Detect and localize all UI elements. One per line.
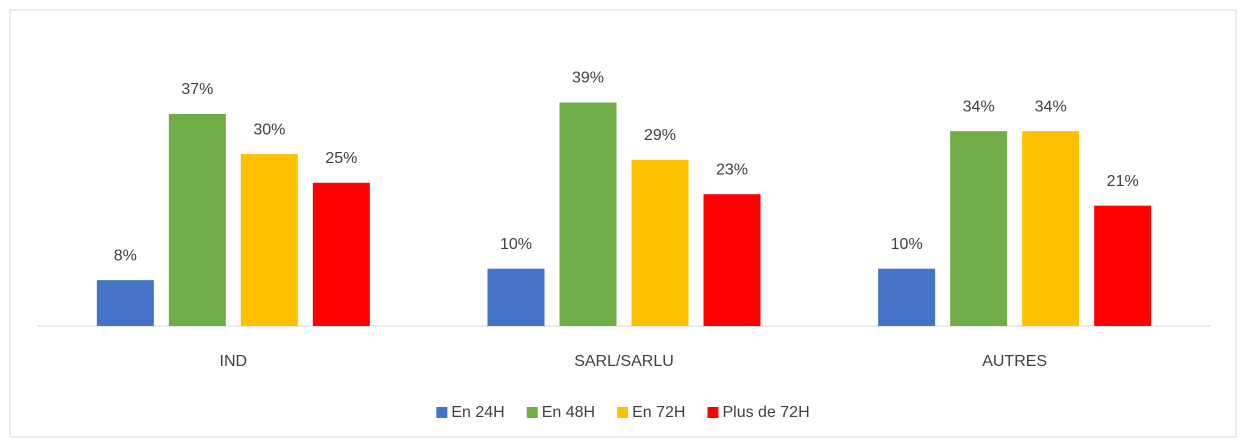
- legend-swatch: [617, 407, 629, 418]
- data-label: 34%: [963, 98, 995, 115]
- data-label: 25%: [325, 150, 357, 167]
- legend-label: En 72H: [632, 404, 685, 421]
- data-label: 37%: [181, 81, 213, 98]
- bar: [559, 102, 617, 326]
- bar: [96, 280, 154, 326]
- bar: [631, 159, 689, 326]
- legend-swatch: [707, 407, 719, 418]
- legend-swatch: [526, 407, 538, 418]
- data-label: 21%: [1107, 173, 1139, 190]
- data-label: 8%: [114, 247, 137, 264]
- data-label: 23%: [716, 161, 748, 178]
- data-label: 29%: [644, 127, 676, 144]
- bar: [240, 154, 298, 326]
- legend-swatch: [436, 407, 448, 418]
- x-tick-label: AUTRES: [982, 353, 1047, 370]
- data-label: 39%: [572, 70, 604, 87]
- bar: [487, 268, 545, 326]
- legend-label: Plus de 72H: [722, 404, 809, 421]
- data-label: 30%: [253, 121, 285, 138]
- bar: [703, 194, 761, 326]
- bar: [878, 268, 936, 326]
- data-label: 10%: [891, 236, 923, 253]
- x-tick-label: SARL/SARLU: [574, 353, 674, 370]
- bar: [950, 131, 1008, 326]
- bar: [1094, 205, 1152, 326]
- data-label: 34%: [1035, 98, 1067, 115]
- legend-label: En 24H: [451, 404, 504, 421]
- bar: [168, 113, 226, 327]
- x-tick-label: IND: [220, 353, 248, 370]
- bar: [1022, 131, 1080, 326]
- legend-label: En 48H: [542, 404, 595, 421]
- data-label: 10%: [500, 236, 532, 253]
- bar: [312, 182, 370, 326]
